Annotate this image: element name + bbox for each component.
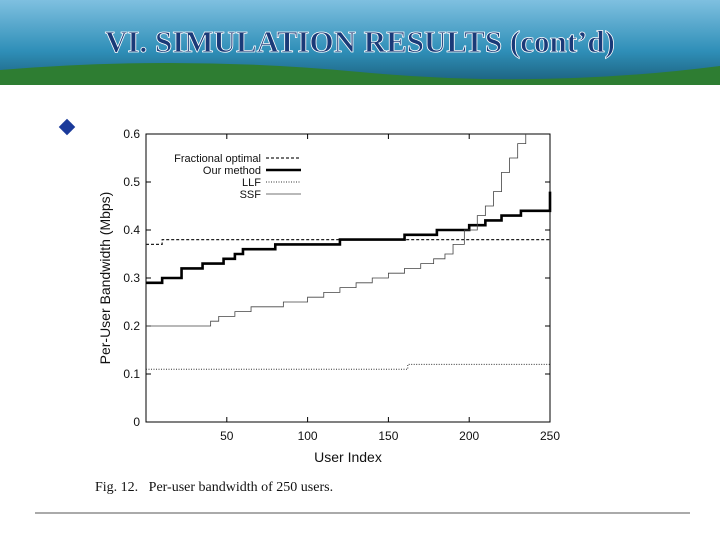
plot-frame <box>145 133 551 423</box>
x-axis-label: User Index <box>314 449 382 465</box>
legend-label: SSF <box>240 189 262 201</box>
header-hills <box>0 62 720 85</box>
bullet <box>58 118 76 136</box>
y-tick-label: 0 <box>133 415 140 429</box>
x-tick-label: 250 <box>540 429 560 443</box>
slide-title: VI. SIMULATION RESULTS (cont’d) <box>105 24 615 59</box>
y-tick-label: 0.3 <box>123 271 140 285</box>
y-axis-label: Per-User Bandwidth (Mbps) <box>97 192 113 365</box>
y-tick-label: 0.2 <box>123 319 140 333</box>
legend-label: Our method <box>203 165 261 177</box>
x-tick-label: 50 <box>220 429 234 443</box>
series-line <box>146 134 527 327</box>
legend-label: LLF <box>242 177 261 189</box>
y-tick-label: 0.1 <box>123 367 140 381</box>
series-line <box>146 363 550 370</box>
y-tick-label: 0.4 <box>123 223 140 237</box>
figure-caption: Fig. 12. Per-user bandwidth of 250 users… <box>95 480 333 495</box>
series-line <box>146 191 552 285</box>
y-tick-label: 0.5 <box>123 175 140 189</box>
x-tick-label: 150 <box>378 429 398 443</box>
y-tick-label: 0.6 <box>123 127 140 141</box>
x-tick-label: 200 <box>459 429 479 443</box>
legend-label: Fractional optimal <box>174 153 261 165</box>
chart: 0 0.1 0.2 0.3 0.4 0.5 0.6 50 100 150 200 250 User In… <box>97 127 560 465</box>
x-tick-label: 100 <box>298 429 318 443</box>
